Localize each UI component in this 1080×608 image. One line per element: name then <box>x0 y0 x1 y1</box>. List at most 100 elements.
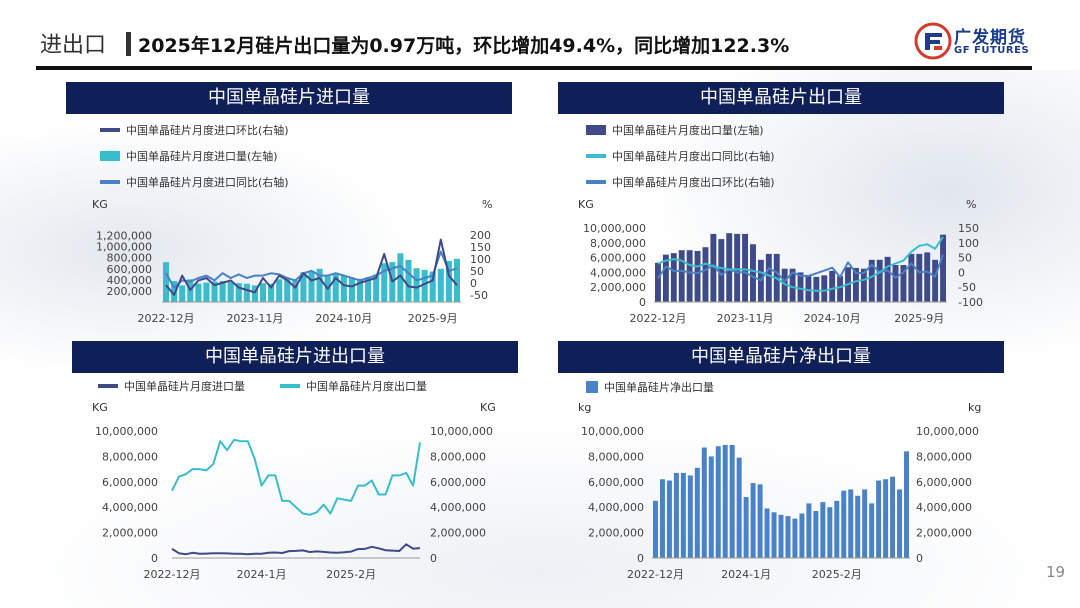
import-bar <box>292 280 299 302</box>
import-bar <box>276 279 283 302</box>
legend-swatch-line <box>100 128 120 132</box>
header-rule <box>36 66 1032 70</box>
net-export-bar <box>848 489 854 558</box>
import-bar <box>163 262 170 302</box>
export-mom-line <box>657 254 944 283</box>
net-export-bar <box>764 508 770 558</box>
net-export-bar <box>820 502 826 558</box>
left-axis-tick: 4,000,000 <box>590 266 646 279</box>
export-bar <box>710 233 717 302</box>
legend-label: 中国单晶硅片月度进口量 <box>124 379 245 393</box>
export-volume-line <box>171 438 421 516</box>
right-axis-tick: 200 <box>470 229 491 242</box>
net-export-bar <box>680 472 686 558</box>
chart-title-import-export: 中国单晶硅片进出口量 <box>72 341 518 373</box>
chart-title-export: 中国单晶硅片出口量 <box>558 82 1004 114</box>
left-axis-tick: 6,000,000 <box>590 252 646 265</box>
left-axis-tick: 8,000,000 <box>590 237 646 250</box>
export-bar <box>813 276 820 302</box>
right-axis-tick: 150 <box>470 241 491 254</box>
net-export-bar <box>806 503 812 558</box>
x-axis-tick: 2024-1月 <box>237 568 287 581</box>
background-wash <box>640 70 1080 370</box>
net-export-bar <box>862 489 868 558</box>
left-axis-tick: 8,000,000 <box>102 450 158 463</box>
import-bar <box>453 258 460 302</box>
import-bar <box>373 274 380 302</box>
x-axis-tick: 2025-9月 <box>894 312 944 325</box>
right-axis-tick: 8,000,000 <box>430 450 486 463</box>
export-bar <box>797 272 804 302</box>
left-axis-tick: 2,000,000 <box>102 527 158 540</box>
legend-label: 中国单晶硅片月度出口量 <box>306 379 427 393</box>
export-bar <box>750 244 756 302</box>
x-axis-tick: 2023-11月 <box>717 312 774 325</box>
background-wash <box>0 120 420 380</box>
net-export-bar <box>890 476 896 558</box>
net-export-bar <box>687 475 693 558</box>
x-axis-tick: 2025-9月 <box>408 312 458 325</box>
legend-label: 中国单晶硅片净出口量 <box>604 380 714 394</box>
section-label: 进出口 <box>40 33 107 58</box>
right-axis-tick: 10,000,000 <box>430 425 493 438</box>
right-axis-tick: 8,000,000 <box>916 450 972 463</box>
export-bar <box>916 253 923 302</box>
net-export-bar <box>771 512 777 558</box>
x-axis-tick: 2024-1月 <box>721 568 771 581</box>
legend-label: 中国单晶硅片月度出口环比(右轴) <box>612 175 775 189</box>
export-bar <box>829 270 836 302</box>
net-export-bar <box>659 479 665 558</box>
x-axis-tick: 2022-12月 <box>144 568 201 581</box>
export-bar <box>742 233 749 302</box>
import-bar <box>284 278 291 302</box>
legend-swatch-line <box>98 384 118 388</box>
left-axis-tick: 2,000,000 <box>590 281 646 294</box>
left-axis-tick: 4,000,000 <box>588 501 644 514</box>
right-axis-unit: KG <box>480 401 496 414</box>
right-axis-unit: % <box>482 198 492 211</box>
net-export-bar <box>904 451 909 558</box>
legend-swatch-line <box>280 384 300 388</box>
export-bar <box>892 265 899 302</box>
left-axis-tick: 10,000,000 <box>581 425 644 438</box>
import-bar <box>259 283 267 302</box>
x-axis-tick: 2025-2月 <box>326 568 376 581</box>
page-number: 19 <box>1046 563 1066 581</box>
chart-title-import: 中国单晶硅片进口量 <box>66 82 512 114</box>
import-bar <box>227 282 234 302</box>
right-axis-tick: 2,000,000 <box>430 527 486 540</box>
export-bar <box>908 253 915 302</box>
right-axis-tick: 6,000,000 <box>430 476 486 489</box>
right-axis-tick: 0 <box>430 552 437 565</box>
import-bar <box>413 268 420 302</box>
net-export-bar <box>736 457 742 558</box>
left-axis-tick: 8,000,000 <box>588 450 644 463</box>
export-bar <box>852 267 859 302</box>
x-axis-tick: 2025-2月 <box>812 568 862 581</box>
x-axis-tick: 2024-10月 <box>315 312 372 325</box>
net-export-bar <box>729 444 735 558</box>
import-volume-line <box>171 543 421 556</box>
company-logo: 广发期货 GF FUTURES <box>914 22 1054 62</box>
right-axis-unit: % <box>966 198 976 211</box>
net-export-bar <box>653 500 658 558</box>
net-export-bar <box>827 507 833 558</box>
left-axis-tick: 200,000 <box>107 285 153 298</box>
right-axis-tick: 50 <box>470 265 484 278</box>
right-axis-tick: 0 <box>958 266 965 279</box>
import-mom-line <box>165 238 458 296</box>
import-bar <box>405 259 412 302</box>
import-bar <box>381 263 388 302</box>
net-export-bar <box>855 495 861 558</box>
export-bar <box>860 268 867 302</box>
legend-label: 中国单晶硅片月度出口量(左轴) <box>612 123 764 137</box>
net-export-bar <box>799 513 805 558</box>
left-axis-tick: 2,000,000 <box>588 527 644 540</box>
logo-english-text: GF FUTURES <box>954 45 1030 56</box>
net-export-bar <box>757 484 763 558</box>
import-bar <box>437 268 444 302</box>
export-bar <box>805 276 812 302</box>
net-export-bar <box>876 480 882 558</box>
x-axis-tick: 2024-10月 <box>804 312 861 325</box>
left-axis-tick: 0 <box>151 552 158 565</box>
